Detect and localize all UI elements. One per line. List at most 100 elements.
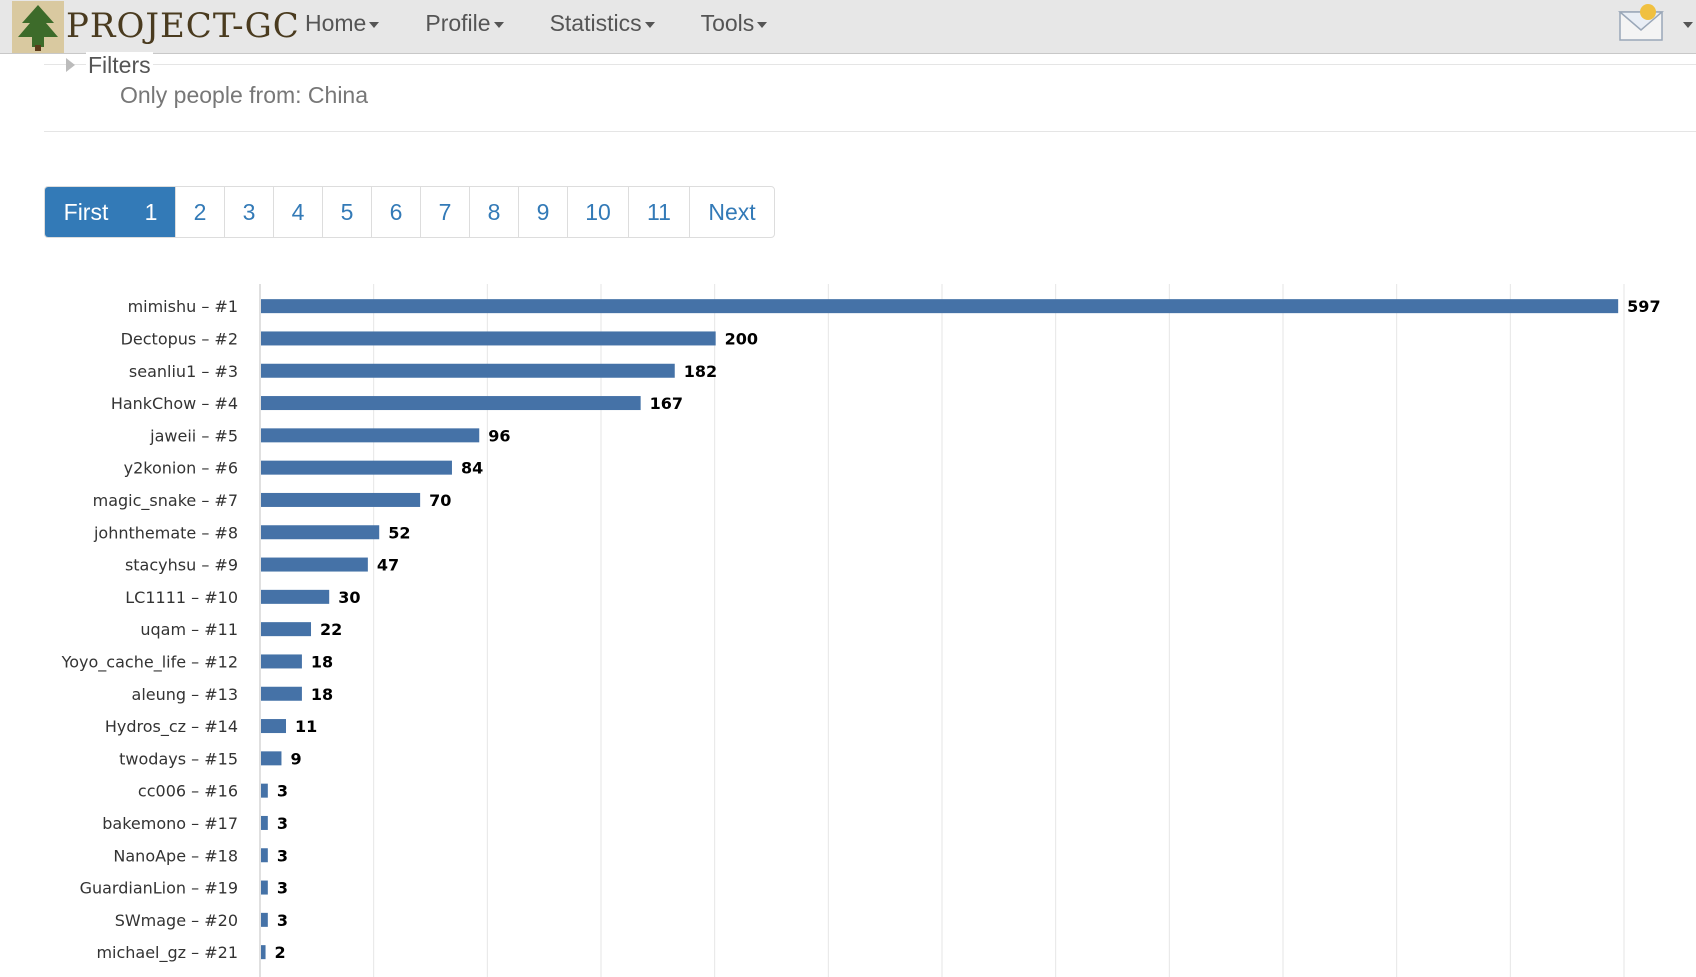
category-label: Dectopus – #2 — [121, 329, 238, 348]
page-first[interactable]: First — [45, 187, 127, 237]
nav-home-label: Home — [305, 10, 367, 36]
page-4[interactable]: 4 — [273, 187, 322, 237]
category-label: magic_snake – #7 — [93, 491, 238, 511]
category-label: aleung – #13 — [132, 685, 238, 704]
data-label: 3 — [277, 782, 288, 801]
bar[interactable] — [261, 396, 641, 411]
category-label: NanoApe – #18 — [113, 846, 238, 865]
bar[interactable] — [261, 912, 268, 927]
data-label: 52 — [388, 523, 410, 542]
bar[interactable] — [261, 589, 330, 604]
filters-toggle[interactable]: Filters — [86, 52, 153, 79]
category-label: stacyhsu – #9 — [125, 556, 238, 575]
page-9[interactable]: 9 — [518, 187, 567, 237]
data-label: 84 — [461, 459, 483, 478]
bar-chart: mimishu – #1 597 Dectopus – #2 200 seanliu1 … — [61, 284, 1661, 977]
nav-tools-label: Tools — [700, 10, 755, 36]
bar[interactable] — [261, 945, 266, 960]
data-label: 30 — [338, 588, 360, 607]
bar[interactable] — [261, 686, 302, 701]
category-label: michael_gz – #21 — [96, 943, 238, 963]
bar[interactable] — [261, 815, 268, 830]
bar[interactable] — [261, 331, 716, 346]
page-10[interactable]: 10 — [567, 187, 628, 237]
data-label: 96 — [488, 426, 510, 445]
bar[interactable] — [261, 525, 380, 540]
tree-icon — [12, 0, 64, 53]
bar[interactable] — [261, 751, 282, 766]
category-label: SWmage – #20 — [115, 911, 238, 930]
bar[interactable] — [261, 363, 675, 378]
data-label: 47 — [377, 556, 399, 575]
top-navbar: PROJECT-GC Home Profile Statistics Tools — [0, 0, 1696, 54]
category-label: Yoyo_cache_life – #12 — [61, 652, 238, 672]
page-7[interactable]: 7 — [420, 187, 469, 237]
bar[interactable] — [261, 492, 421, 507]
data-label: 9 — [290, 749, 301, 768]
category-label: seanliu1 – #3 — [129, 362, 238, 381]
category-label: mimishu – #1 — [128, 297, 238, 316]
category-label: jaweii – #5 — [149, 426, 238, 445]
chevron-down-icon — [757, 21, 768, 28]
nav-profile[interactable]: Profile — [425, 0, 504, 53]
page-8[interactable]: 8 — [469, 187, 518, 237]
data-label: 2 — [275, 943, 286, 962]
section-divider — [44, 131, 1696, 132]
bar[interactable] — [261, 622, 312, 637]
page-2[interactable]: 2 — [175, 187, 224, 237]
category-label: GuardianLion – #19 — [80, 879, 238, 898]
bar[interactable] — [261, 848, 268, 863]
bar[interactable] — [261, 299, 1619, 314]
bar[interactable] — [261, 557, 368, 572]
expand-triangle-icon[interactable] — [66, 58, 75, 72]
category-label: cc006 – #16 — [138, 782, 238, 801]
nav-tools[interactable]: Tools — [701, 0, 768, 53]
data-label: 11 — [295, 717, 317, 736]
page-1[interactable]: 1 — [127, 187, 175, 237]
page-6[interactable]: 6 — [371, 187, 420, 237]
category-label: HankChow – #4 — [111, 394, 238, 413]
mail-icon[interactable] — [1617, 2, 1665, 47]
logo-text: PROJECT-GC — [66, 6, 300, 46]
chevron-down-icon — [369, 21, 380, 28]
data-label: 167 — [650, 394, 683, 413]
data-label: 18 — [311, 685, 333, 704]
nav-home[interactable]: Home — [305, 0, 380, 53]
category-label: LC1111 – #10 — [125, 588, 238, 607]
filters-divider — [44, 64, 1696, 65]
nav-profile-label: Profile — [425, 10, 491, 36]
data-label: 18 — [311, 652, 333, 671]
category-label: twodays – #15 — [119, 749, 238, 768]
bar[interactable] — [261, 880, 268, 895]
category-label: uqam – #11 — [140, 620, 238, 639]
data-label: 22 — [320, 620, 342, 639]
nav-statistics-label: Statistics — [549, 10, 642, 36]
bar[interactable] — [261, 428, 480, 443]
page-11[interactable]: 11 — [628, 187, 689, 237]
page-3[interactable]: 3 — [224, 187, 273, 237]
chevron-down-icon — [493, 21, 504, 28]
chevron-down-icon[interactable] — [1683, 22, 1693, 28]
category-label: y2konion – #6 — [124, 459, 238, 478]
filter-description: Only people from: China — [120, 82, 369, 108]
category-label: bakemono – #17 — [102, 814, 238, 833]
category-label: johnthemate – #8 — [93, 523, 238, 542]
bar[interactable] — [261, 654, 302, 669]
pagination: First 1 2 3 4 5 6 7 8 9 10 11 Next — [44, 186, 775, 238]
category-label: Hydros_cz – #14 — [105, 717, 238, 737]
data-label: 3 — [277, 814, 288, 833]
page-5[interactable]: 5 — [322, 187, 371, 237]
page-next[interactable]: Next — [689, 187, 774, 237]
bar[interactable] — [261, 460, 452, 475]
nav-statistics[interactable]: Statistics — [550, 0, 655, 53]
project-gc-logo[interactable]: PROJECT-GC — [12, 0, 300, 53]
data-label: 3 — [277, 911, 288, 930]
data-label: 3 — [277, 846, 288, 865]
bar[interactable] — [261, 719, 287, 734]
main-nav: Home Profile Statistics Tools — [305, 0, 813, 53]
chevron-down-icon — [644, 21, 655, 28]
bar[interactable] — [261, 783, 268, 798]
data-label: 200 — [725, 329, 758, 348]
data-label: 597 — [1627, 297, 1660, 316]
data-label: 182 — [684, 362, 717, 381]
